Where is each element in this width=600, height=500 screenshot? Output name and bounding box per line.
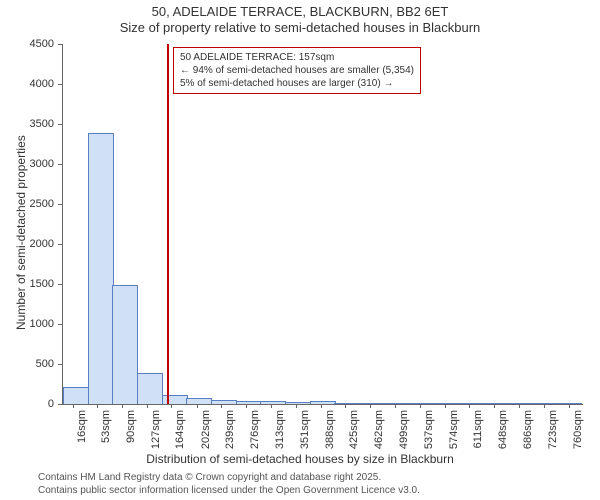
x-tick-label: 723sqm	[547, 410, 559, 455]
x-tick-mark	[395, 404, 396, 408]
histogram-bar	[211, 400, 237, 404]
histogram-bar	[384, 403, 410, 405]
plot-area: 50 ADELAIDE TERRACE: 157sqm← 94% of semi…	[62, 44, 583, 405]
histogram-bar	[458, 403, 484, 405]
x-tick-mark	[271, 404, 272, 408]
x-tick-label: 127sqm	[150, 410, 162, 455]
x-tick-mark	[197, 404, 198, 408]
x-tick-mark	[221, 404, 222, 408]
histogram-bar	[310, 401, 336, 404]
y-tick-label: 2500	[0, 198, 54, 210]
annotation-line: 50 ADELAIDE TERRACE: 157sqm	[180, 51, 414, 64]
x-tick-label: 462sqm	[373, 410, 385, 455]
x-tick-mark	[97, 404, 98, 408]
x-tick-mark	[147, 404, 148, 408]
x-tick-mark	[122, 404, 123, 408]
x-tick-label: 611sqm	[472, 410, 484, 455]
histogram-bar	[433, 403, 459, 405]
annotation-line: ← 94% of semi-detached houses are smalle…	[180, 64, 414, 77]
x-tick-label: 239sqm	[224, 410, 236, 455]
x-tick-mark	[494, 404, 495, 408]
x-tick-mark	[420, 404, 421, 408]
histogram-bar	[162, 395, 188, 404]
chart-title-main: 50, ADELAIDE TERRACE, BLACKBURN, BB2 6ET	[0, 4, 600, 19]
x-tick-mark	[544, 404, 545, 408]
x-tick-mark	[73, 404, 74, 408]
x-tick-label: 90sqm	[125, 410, 137, 455]
x-tick-mark	[345, 404, 346, 408]
chart-title-sub: Size of property relative to semi-detach…	[0, 20, 600, 35]
y-tick-mark	[58, 324, 62, 325]
y-tick-mark	[58, 44, 62, 45]
x-tick-mark	[469, 404, 470, 408]
annotation-box: 50 ADELAIDE TERRACE: 157sqm← 94% of semi…	[173, 47, 421, 94]
x-tick-label: 164sqm	[174, 410, 186, 455]
x-tick-mark	[519, 404, 520, 408]
x-tick-mark	[171, 404, 172, 408]
y-tick-mark	[58, 84, 62, 85]
y-tick-mark	[58, 124, 62, 125]
histogram-bar	[482, 403, 508, 405]
histogram-bar	[285, 402, 311, 404]
histogram-bar	[359, 403, 385, 405]
x-tick-mark	[321, 404, 322, 408]
x-tick-label: 499sqm	[398, 410, 410, 455]
x-tick-label: 53sqm	[100, 410, 112, 455]
x-tick-label: 760sqm	[572, 410, 584, 455]
y-tick-label: 3000	[0, 158, 54, 170]
x-tick-mark	[445, 404, 446, 408]
y-tick-mark	[58, 404, 62, 405]
y-tick-label: 3500	[0, 118, 54, 130]
y-tick-label: 1000	[0, 318, 54, 330]
x-tick-label: 313sqm	[274, 410, 286, 455]
y-tick-label: 4500	[0, 38, 54, 50]
histogram-bar	[236, 401, 262, 404]
x-tick-mark	[246, 404, 247, 408]
histogram-bar	[88, 133, 114, 404]
x-tick-mark	[296, 404, 297, 408]
x-tick-label: 537sqm	[423, 410, 435, 455]
reference-line	[167, 44, 169, 404]
y-tick-mark	[58, 164, 62, 165]
y-tick-mark	[58, 284, 62, 285]
y-tick-label: 500	[0, 358, 54, 370]
y-tick-label: 4000	[0, 78, 54, 90]
histogram-bar	[63, 387, 89, 404]
footer-line-1: Contains HM Land Registry data © Crown c…	[38, 472, 381, 483]
x-tick-label: 388sqm	[324, 410, 336, 455]
x-tick-mark	[370, 404, 371, 408]
x-tick-label: 425sqm	[348, 410, 360, 455]
x-tick-label: 648sqm	[497, 410, 509, 455]
x-tick-label: 574sqm	[448, 410, 460, 455]
y-tick-label: 1500	[0, 278, 54, 290]
histogram-bar	[137, 373, 163, 404]
x-tick-mark	[569, 404, 570, 408]
x-tick-label: 202sqm	[200, 410, 212, 455]
y-tick-mark	[58, 364, 62, 365]
y-tick-label: 0	[0, 398, 54, 410]
x-tick-label: 16sqm	[76, 410, 88, 455]
histogram-bar	[408, 403, 434, 405]
y-tick-label: 2000	[0, 238, 54, 250]
histogram-bar	[260, 401, 286, 404]
footer-line-2: Contains public sector information licen…	[38, 485, 420, 496]
x-tick-label: 351sqm	[299, 410, 311, 455]
x-tick-label: 686sqm	[522, 410, 534, 455]
y-tick-mark	[58, 204, 62, 205]
annotation-line: 5% of semi-detached houses are larger (3…	[180, 77, 414, 90]
histogram-bar	[334, 403, 360, 405]
chart-container: 50, ADELAIDE TERRACE, BLACKBURN, BB2 6ET…	[0, 0, 600, 500]
histogram-bar	[112, 285, 138, 404]
histogram-bar	[186, 398, 212, 404]
y-tick-mark	[58, 244, 62, 245]
x-tick-label: 276sqm	[249, 410, 261, 455]
